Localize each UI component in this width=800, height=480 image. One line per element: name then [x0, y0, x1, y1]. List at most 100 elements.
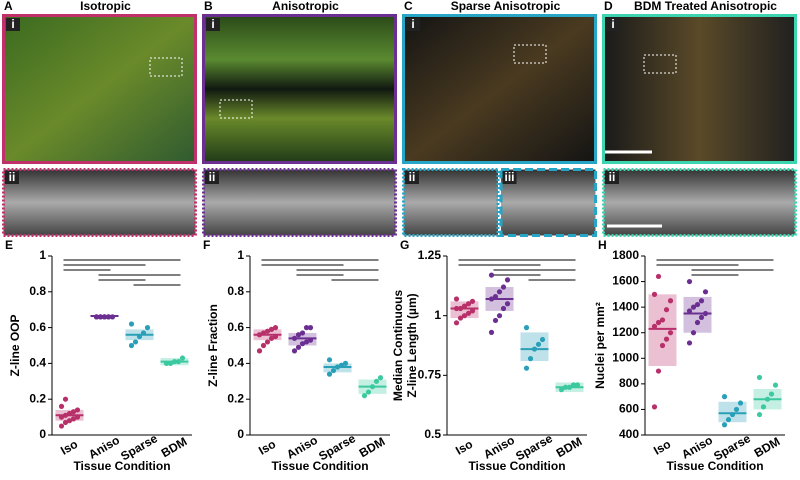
data-point — [690, 304, 697, 310]
inset-tag — [6, 18, 20, 31]
data-point — [496, 313, 503, 319]
data-point — [457, 305, 464, 312]
data-point — [465, 310, 472, 316]
roi-box — [643, 54, 677, 74]
y-tick-label: 1 — [237, 248, 244, 262]
data-point — [295, 344, 302, 350]
data-point — [330, 367, 337, 374]
data-point — [171, 359, 178, 365]
data-point — [500, 305, 507, 312]
data-point — [531, 346, 538, 352]
data-point — [492, 293, 499, 300]
y-axis-label: Z-line OOP — [8, 314, 22, 376]
inset-label: ii — [9, 170, 16, 184]
x-tick-label: Iso — [58, 437, 80, 458]
x-tick-label: Aniso — [481, 433, 517, 462]
x-tick-label: Aniso — [284, 433, 320, 462]
x-tick-label: Iso — [256, 437, 278, 458]
data-point — [338, 362, 345, 368]
data-point — [721, 394, 728, 400]
micrograph — [2, 14, 197, 164]
panel-title: BDM Treated Anisotropic — [634, 0, 777, 13]
x-axis-label: Tissue Condition — [666, 459, 763, 473]
y-tick-label: 0.5 — [424, 427, 441, 441]
inset-tag — [502, 171, 517, 184]
y-tick-label: 0.6 — [29, 320, 46, 334]
y-tick-label: 1600 — [612, 274, 639, 288]
y-axis-label: Z-line Length (µm) — [405, 293, 419, 397]
data-point — [291, 348, 298, 354]
panel-letter: G — [400, 238, 409, 252]
data-point — [663, 307, 670, 313]
data-point — [721, 422, 728, 428]
data-point — [663, 336, 670, 342]
inset-tag — [5, 171, 19, 184]
panel-title: Isotropic — [80, 0, 131, 13]
y-tick-label: 0.8 — [29, 284, 46, 298]
data-point — [260, 330, 267, 336]
y-tick-label: 0.2 — [29, 391, 46, 405]
y-tick-label: 1000 — [612, 350, 639, 364]
y-tick-label: 0.8 — [227, 284, 244, 298]
data-point — [465, 301, 472, 307]
micrograph — [202, 14, 397, 164]
data-point — [725, 417, 732, 423]
data-point — [307, 337, 314, 343]
data-point — [272, 325, 279, 331]
data-point — [167, 360, 174, 366]
x-axis-label: Tissue Condition — [271, 459, 368, 473]
y-tick-label: 0.2 — [227, 391, 244, 405]
data-point — [698, 298, 705, 304]
data-point — [58, 423, 65, 429]
panel-letter: B — [204, 0, 213, 13]
data-point — [70, 416, 77, 422]
y-tick-label: 0 — [237, 427, 244, 441]
data-point — [469, 298, 476, 304]
data-point — [109, 314, 116, 320]
inset-label: i — [211, 17, 214, 31]
data-point — [488, 296, 495, 302]
data-point — [496, 289, 503, 295]
roi-box — [513, 44, 547, 64]
data-point — [535, 341, 542, 347]
inset-label: iii — [504, 170, 514, 184]
data-point — [260, 342, 267, 349]
panel-letter: E — [5, 238, 13, 252]
data-point — [492, 317, 499, 324]
data-point — [58, 414, 65, 420]
data-point — [179, 355, 186, 361]
data-point — [488, 272, 495, 278]
y-axis-label: Median Continuous — [391, 290, 405, 402]
x-tick-label: Iso — [651, 437, 673, 458]
data-point — [361, 393, 368, 399]
data-point — [527, 356, 534, 362]
inset-tag — [206, 18, 220, 31]
data-point — [500, 284, 507, 290]
data-point — [74, 407, 81, 413]
data-point — [655, 319, 662, 326]
data-point — [756, 374, 763, 381]
data-point — [667, 330, 674, 336]
x-tick-label: BDM — [159, 434, 190, 460]
y-tick-label: 0 — [39, 427, 46, 441]
data-point — [295, 332, 302, 338]
data-point — [694, 319, 701, 326]
data-point — [659, 342, 666, 349]
data-point — [377, 375, 384, 381]
data-point — [562, 384, 569, 390]
data-point — [326, 371, 333, 377]
data-point — [264, 328, 271, 334]
y-tick-label: 1 — [39, 248, 46, 262]
inset-label: ii — [609, 170, 616, 184]
x-axis-label: Tissue Condition — [468, 459, 565, 473]
data-point — [291, 335, 298, 341]
micrograph — [402, 14, 597, 164]
data-point — [70, 409, 77, 415]
data-point — [128, 321, 135, 327]
y-tick-label: 0.6 — [227, 320, 244, 334]
inset-tag — [606, 18, 620, 31]
data-point — [760, 404, 767, 410]
data-point — [651, 291, 658, 297]
data-point — [299, 330, 306, 336]
data-point — [523, 365, 530, 371]
